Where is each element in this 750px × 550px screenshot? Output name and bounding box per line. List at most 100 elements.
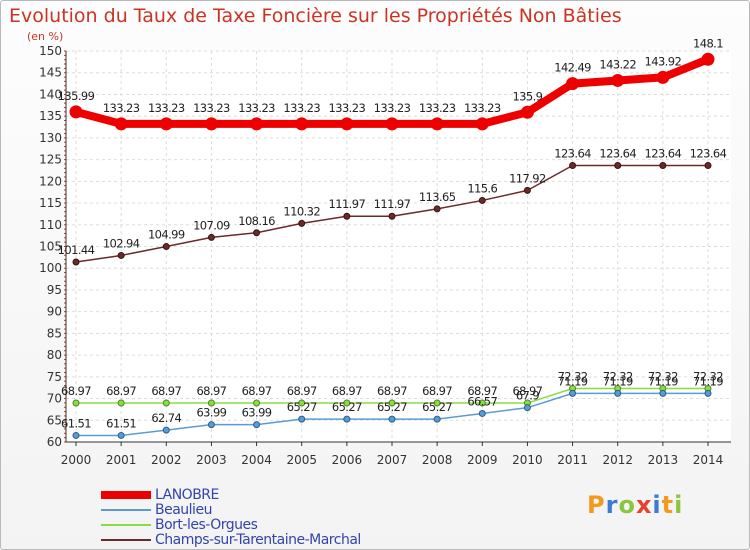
- y-tick-label: 85: [47, 326, 62, 340]
- data-point: [659, 389, 667, 397]
- y-tick-label: 90: [47, 305, 62, 319]
- data-label: 123.64: [599, 147, 636, 161]
- x-tick-label: 2003: [196, 453, 227, 467]
- data-point: [340, 117, 354, 131]
- data-label: 133.23: [419, 101, 456, 115]
- data-label: 68.97: [242, 384, 272, 398]
- data-label: 133.23: [329, 101, 366, 115]
- data-label: 71.19: [603, 374, 633, 388]
- x-tick-label: 2001: [106, 453, 137, 467]
- data-point: [114, 117, 128, 131]
- data-label: 111.97: [374, 197, 411, 211]
- data-label: 72.32: [693, 369, 723, 383]
- data-label: 143.92: [645, 54, 682, 68]
- data-label: 71.19: [648, 374, 678, 388]
- x-tick-label: 2012: [602, 453, 633, 467]
- data-point: [433, 399, 441, 407]
- data-label: 115.6: [467, 181, 497, 195]
- data-label: 148.1: [693, 36, 723, 50]
- data-point: [614, 162, 622, 170]
- data-label: 65.27: [422, 400, 452, 414]
- data-point: [433, 415, 441, 423]
- data-label: 72.32: [648, 369, 678, 383]
- y-tick-label: 135: [39, 109, 62, 123]
- data-label: 101.44: [58, 243, 95, 257]
- data-label: 117.92: [509, 171, 546, 185]
- y-tick-label: 75: [47, 370, 62, 384]
- y-tick-label: 65: [47, 413, 62, 427]
- data-label: 111.97: [329, 197, 366, 211]
- x-tick-label: 2014: [693, 453, 724, 467]
- data-point: [298, 415, 306, 423]
- y-tick-label: 70: [47, 392, 62, 406]
- x-tick-label: 2006: [332, 453, 363, 467]
- data-label: 123.64: [645, 147, 682, 161]
- data-point: [69, 105, 83, 119]
- data-label: 113.65: [419, 190, 456, 204]
- data-point: [611, 73, 625, 87]
- data-point: [388, 399, 396, 407]
- data-label: 110.32: [283, 204, 320, 218]
- data-point: [298, 219, 306, 227]
- data-label: 108.16: [238, 214, 275, 228]
- data-point: [388, 212, 396, 220]
- data-label: 135.99: [58, 89, 95, 103]
- legend-label: Bort-les-Orgues: [155, 516, 258, 533]
- data-point: [523, 404, 531, 412]
- data-label: 133.23: [238, 101, 275, 115]
- proxiti-logo: Proxiti: [587, 491, 684, 519]
- legend-item-bort-les-orgues: Bort-les-Orgues: [101, 516, 361, 533]
- data-point: [343, 212, 351, 220]
- y-tick-label: 140: [39, 87, 62, 101]
- data-point: [478, 196, 486, 204]
- data-label: 61.51: [106, 416, 136, 430]
- data-point: [117, 431, 125, 439]
- data-label: 133.23: [193, 101, 230, 115]
- data-label: 68.97: [196, 384, 226, 398]
- data-label: 123.64: [690, 147, 727, 161]
- y-tick-label: 130: [39, 131, 62, 145]
- x-tick-label: 2002: [151, 453, 182, 467]
- data-point: [295, 117, 309, 131]
- y-tick-label: 110: [39, 218, 62, 232]
- data-label: 142.49: [554, 61, 591, 75]
- data-point: [72, 258, 80, 266]
- data-point: [207, 399, 215, 407]
- y-tick-label: 125: [39, 153, 62, 167]
- data-point: [569, 389, 577, 397]
- x-tick-label: 2011: [557, 453, 588, 467]
- data-point: [475, 117, 489, 131]
- x-tick-label: 2010: [512, 453, 543, 467]
- y-tick-label: 115: [39, 196, 62, 210]
- data-point: [204, 117, 218, 131]
- data-label: 67.9: [516, 389, 539, 403]
- x-tick-label: 2005: [286, 453, 317, 467]
- legend-label: LANOBRE: [155, 486, 219, 503]
- data-point: [566, 77, 580, 91]
- y-tick-label: 150: [39, 44, 62, 58]
- y-tick-label: 105: [39, 240, 62, 254]
- legend-swatch-bort-les-orgues: [101, 523, 151, 526]
- data-label: 62.74: [151, 411, 181, 425]
- data-label: 65.27: [377, 400, 407, 414]
- data-point: [704, 389, 712, 397]
- data-label: 133.23: [148, 101, 185, 115]
- data-point: [159, 117, 173, 131]
- data-label: 133.23: [464, 101, 501, 115]
- x-tick-label: 2007: [377, 453, 408, 467]
- data-label: 133.23: [374, 101, 411, 115]
- data-label: 123.64: [554, 147, 591, 161]
- data-point: [207, 233, 215, 241]
- data-label: 72.32: [558, 369, 588, 383]
- y-tick-label: 100: [39, 261, 62, 275]
- x-tick-label: 2008: [422, 453, 453, 467]
- data-label: 68.97: [377, 384, 407, 398]
- legend-swatch-beaulieu: [101, 508, 151, 511]
- legend-swatch-champs: [101, 538, 151, 541]
- data-point: [298, 399, 306, 407]
- y-tick-label: 60: [47, 435, 62, 449]
- data-label: 71.19: [693, 374, 723, 388]
- data-point: [117, 251, 125, 259]
